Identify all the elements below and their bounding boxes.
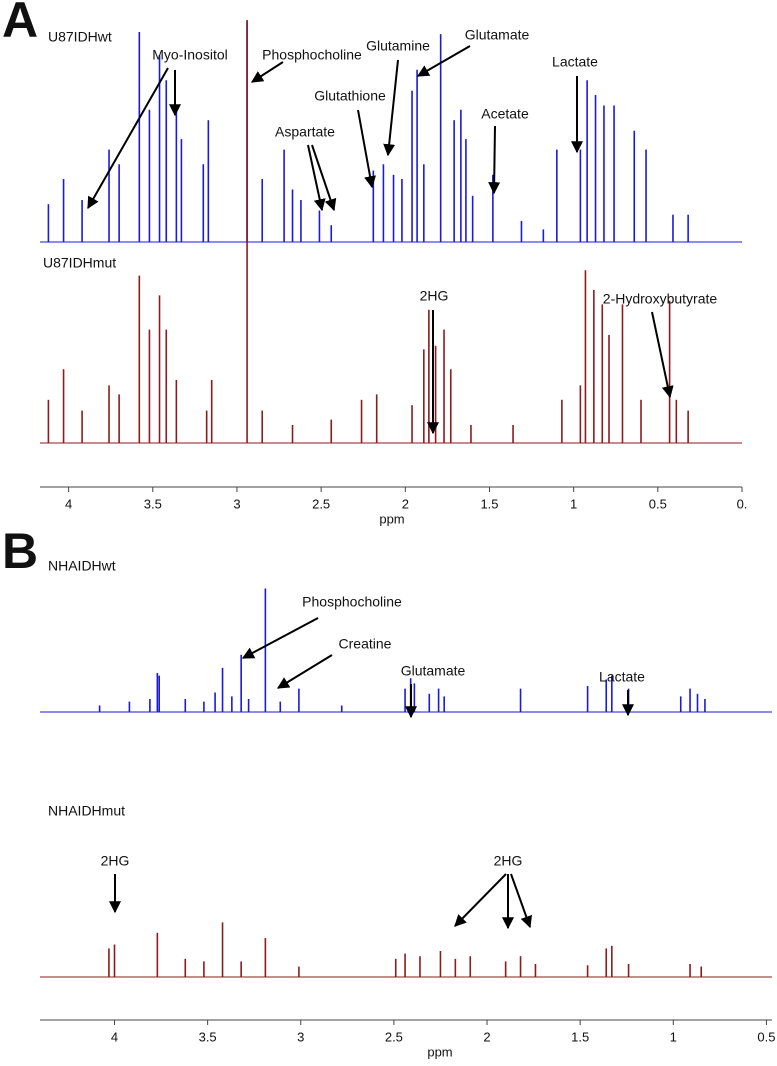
x-tick-label: 1.5	[480, 496, 498, 511]
x-tick-label: 2.5	[385, 1029, 403, 1044]
annotation-arrow	[311, 144, 337, 212]
x-tick-label: 4	[65, 496, 72, 511]
annotation-arrow	[651, 311, 674, 399]
x-tick-label: 2.5	[312, 496, 330, 511]
x-tick-label: 1	[570, 496, 577, 511]
annotation-arrow	[241, 617, 319, 659]
annotation-arrow	[276, 654, 333, 689]
annotation-arrow	[383, 59, 399, 157]
x-tick-label: 1.5	[571, 1029, 589, 1044]
x-tick-label: 3	[297, 1029, 304, 1044]
x-tick-label: 4	[111, 1029, 118, 1044]
annotation-arrow	[416, 45, 471, 77]
annotation: Phosphocholine	[302, 594, 402, 610]
x-axis-label: ppm	[379, 511, 404, 526]
x-tick-label: 3.5	[199, 1029, 217, 1044]
annotation-arrow	[488, 125, 501, 195]
annotation: Glutathione	[314, 88, 386, 104]
annotation-arrow	[454, 873, 507, 927]
annotation: 2HG	[420, 288, 449, 304]
x-tick-label: 0.5	[757, 1029, 775, 1044]
x-tick-label: 1	[670, 1029, 677, 1044]
series-label: U87IDHmut	[43, 255, 116, 271]
annotation: 2HG	[494, 853, 523, 869]
annotation: 2-Hydroxybutyrate	[603, 291, 718, 307]
x-tick-label: 2	[402, 496, 409, 511]
annotation: Glutamine	[366, 38, 430, 54]
series-label: NHAIDHmut	[48, 803, 125, 819]
annotation-arrow	[357, 109, 376, 189]
panel-label: A	[2, 0, 38, 48]
annotation-arrow	[250, 61, 284, 83]
annotation-arrow	[307, 144, 326, 212]
x-tick-label: 0.5	[649, 496, 667, 511]
x-tick-label: 2	[483, 1029, 490, 1044]
annotation: Lactate	[552, 54, 598, 70]
annotation: Glutamate	[401, 663, 466, 679]
annotation: Myo-Inositol	[152, 47, 227, 63]
annotation: 2HG	[101, 853, 130, 869]
annotation: Lactate	[599, 669, 645, 685]
annotation: Aspartate	[275, 124, 335, 140]
annotation: Creatine	[339, 636, 392, 652]
annotation: Acetate	[481, 106, 529, 122]
annotation-arrow	[87, 67, 169, 210]
x-axis-label: ppm	[427, 1044, 452, 1059]
annotation: Glutamate	[465, 27, 530, 43]
x-tick-label: 3.5	[144, 496, 162, 511]
x-tick-label: 3	[233, 496, 240, 511]
annotation-arrow	[510, 873, 533, 929]
x-tick-label: 0.	[737, 496, 748, 511]
panel-label: B	[2, 523, 38, 579]
series-label: NHAIDHwt	[48, 558, 116, 574]
series-label: U87IDHwt	[48, 29, 112, 45]
annotation: Phosphocholine	[262, 47, 362, 63]
